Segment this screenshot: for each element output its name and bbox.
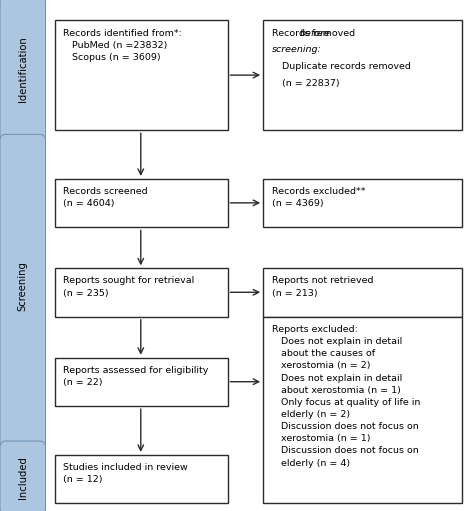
FancyBboxPatch shape xyxy=(55,358,228,406)
Text: Duplicate records removed: Duplicate records removed xyxy=(282,62,411,72)
FancyBboxPatch shape xyxy=(0,134,46,448)
Text: before: before xyxy=(300,29,331,38)
Text: Records screened
(n = 4604): Records screened (n = 4604) xyxy=(63,187,148,208)
Text: screening:: screening: xyxy=(272,45,321,55)
Text: Identification: Identification xyxy=(18,36,28,102)
Text: Records excluded**
(n = 4369): Records excluded** (n = 4369) xyxy=(272,187,365,208)
Text: Records identified from*:
   PubMed (n =23832)
   Scopus (n = 3609): Records identified from*: PubMed (n =238… xyxy=(63,29,182,62)
FancyBboxPatch shape xyxy=(55,455,228,503)
FancyBboxPatch shape xyxy=(263,179,462,227)
FancyBboxPatch shape xyxy=(263,317,462,503)
Text: Records removed ⁠before: Records removed ⁠before xyxy=(272,29,388,38)
FancyBboxPatch shape xyxy=(0,441,46,511)
FancyBboxPatch shape xyxy=(55,179,228,227)
Text: Studies included in review
(n = 12): Studies included in review (n = 12) xyxy=(63,463,188,484)
Text: Reports sought for retrieval
(n = 235): Reports sought for retrieval (n = 235) xyxy=(63,276,194,297)
Text: Reports not retrieved
(n = 213): Reports not retrieved (n = 213) xyxy=(272,276,373,297)
FancyBboxPatch shape xyxy=(263,268,462,317)
Text: Records removed: Records removed xyxy=(272,29,358,38)
Text: Reports assessed for eligibility
(n = 22): Reports assessed for eligibility (n = 22… xyxy=(63,366,209,387)
FancyBboxPatch shape xyxy=(0,0,46,142)
Text: Included: Included xyxy=(18,456,28,499)
Text: (n = 22837): (n = 22837) xyxy=(282,79,340,88)
Text: Screening: Screening xyxy=(18,261,28,311)
Text: Reports excluded:
   Does not explain in detail
   about the causes of
   xerost: Reports excluded: Does not explain in de… xyxy=(272,325,420,468)
FancyBboxPatch shape xyxy=(55,268,228,317)
FancyBboxPatch shape xyxy=(263,20,462,130)
FancyBboxPatch shape xyxy=(55,20,228,130)
